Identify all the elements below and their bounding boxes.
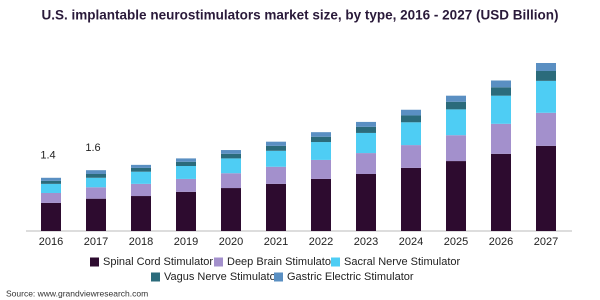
legend-label: Deep Brain Stimulator bbox=[227, 256, 335, 268]
bar-segment bbox=[266, 183, 286, 231]
bar-segment bbox=[86, 198, 106, 231]
x-tick-label: 2021 bbox=[264, 236, 288, 248]
bar-segment bbox=[356, 126, 376, 133]
bar-segment bbox=[536, 112, 556, 146]
bar-segment bbox=[401, 115, 421, 123]
bar-segment bbox=[131, 171, 151, 184]
x-tick-label: 2026 bbox=[489, 236, 513, 248]
bar-segment bbox=[491, 95, 511, 124]
bar-segment bbox=[176, 161, 196, 167]
bar-segment bbox=[131, 196, 151, 231]
legend-swatch bbox=[274, 272, 283, 282]
bar-segment bbox=[176, 166, 196, 179]
bar-segment bbox=[131, 183, 151, 197]
bar-segment bbox=[401, 167, 421, 231]
x-tick-label: 2018 bbox=[129, 236, 153, 248]
bar-segment bbox=[86, 187, 106, 199]
legend-swatch bbox=[90, 257, 99, 267]
legend-label: Gastric Electric Stimulator bbox=[287, 271, 414, 283]
bar-segment bbox=[221, 173, 241, 189]
bar-segment bbox=[131, 167, 151, 172]
legend-label: Spinal Cord Stimulator bbox=[103, 256, 213, 268]
bar-segment bbox=[266, 150, 286, 167]
bar-segment bbox=[221, 150, 241, 154]
chart-title: U.S. implantable neurostimulators market… bbox=[42, 8, 559, 23]
bar-segment bbox=[356, 153, 376, 174]
x-tick-label: 2023 bbox=[354, 236, 378, 248]
x-tick-label: 2020 bbox=[219, 236, 243, 248]
bar-segment bbox=[221, 188, 241, 231]
bar-segment bbox=[86, 170, 106, 174]
bar-segment bbox=[446, 95, 466, 102]
bar-segment bbox=[491, 153, 511, 231]
bar-segment bbox=[491, 123, 511, 154]
legend-label: Sacral Nerve Stimulator bbox=[344, 256, 460, 268]
bar-segment bbox=[356, 173, 376, 231]
bar-segment bbox=[311, 142, 331, 160]
bar-segment bbox=[41, 202, 61, 231]
bar-segment bbox=[41, 177, 61, 181]
bar-segment bbox=[86, 177, 106, 188]
legend-label: Vagus Nerve Stimulator bbox=[164, 271, 280, 283]
bar-segment bbox=[176, 178, 196, 192]
bar-segment bbox=[41, 192, 61, 203]
total-label: 1.4 bbox=[40, 150, 55, 162]
bar-segment bbox=[446, 109, 466, 136]
total-label: 1.6 bbox=[85, 142, 100, 154]
bar-segment bbox=[401, 145, 421, 168]
x-tick-label: 2016 bbox=[39, 236, 63, 248]
bar-segment bbox=[446, 135, 466, 162]
legend-swatch bbox=[214, 257, 223, 267]
bar-segment bbox=[536, 63, 556, 71]
x-tick-label: 2022 bbox=[309, 236, 333, 248]
bar-segment bbox=[401, 122, 421, 146]
bar-segment bbox=[266, 166, 286, 184]
bar-segment bbox=[491, 80, 511, 88]
bar-segment bbox=[311, 136, 331, 143]
bar-segment bbox=[356, 132, 376, 154]
x-tick-label: 2017 bbox=[84, 236, 108, 248]
bar-segment bbox=[176, 191, 196, 231]
source: Source: www.grandviewresearch.com bbox=[6, 288, 148, 298]
x-tick-label: 2024 bbox=[399, 236, 423, 248]
bar-segment bbox=[536, 80, 556, 113]
bar-segment bbox=[536, 145, 556, 231]
bar-segment bbox=[176, 158, 196, 162]
bar-segment bbox=[266, 145, 286, 151]
bar-segment bbox=[311, 178, 331, 231]
bar-segment bbox=[446, 101, 466, 110]
x-tick-label: 2025 bbox=[444, 236, 468, 248]
bar-segment bbox=[491, 87, 511, 96]
bar-segment bbox=[41, 183, 61, 193]
legend-swatch bbox=[151, 272, 160, 282]
bar-segment bbox=[401, 109, 421, 116]
bar-segment bbox=[266, 141, 286, 146]
x-tick-label: 2027 bbox=[534, 236, 558, 248]
x-tick-label: 2019 bbox=[174, 236, 198, 248]
bar-segment bbox=[311, 132, 331, 137]
bar-segment bbox=[221, 158, 241, 174]
bar-segment bbox=[446, 161, 466, 231]
bar-segment bbox=[86, 173, 106, 178]
bar-segment bbox=[41, 180, 61, 184]
bar-segment bbox=[536, 70, 556, 81]
bar-segment bbox=[311, 159, 331, 179]
legend-swatch bbox=[331, 257, 340, 267]
bar-segment bbox=[131, 164, 151, 168]
bar-segment bbox=[356, 121, 376, 127]
bar-segment bbox=[221, 153, 241, 159]
